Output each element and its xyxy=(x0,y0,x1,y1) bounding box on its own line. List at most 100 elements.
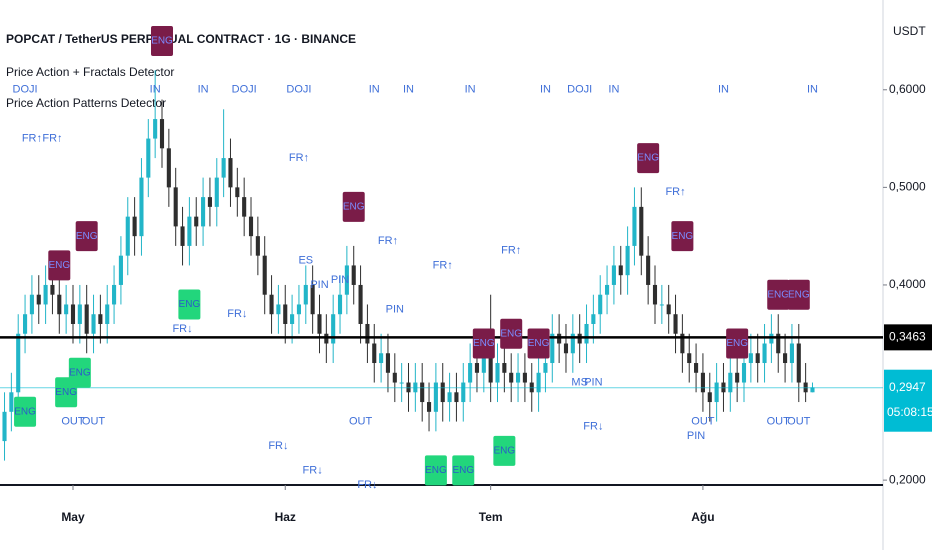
candle-body xyxy=(433,382,438,412)
candle-body xyxy=(783,353,788,364)
candle-body xyxy=(207,197,212,207)
pattern-label: PIN xyxy=(331,274,349,286)
pattern-box xyxy=(500,318,523,349)
pattern-box xyxy=(342,191,365,222)
pattern-label: ENG xyxy=(48,260,70,271)
candle-body xyxy=(146,138,151,178)
candle-body xyxy=(269,294,274,315)
candle-body xyxy=(221,158,226,178)
candle-body xyxy=(351,265,356,285)
candle-body xyxy=(344,265,349,295)
candle-body xyxy=(659,304,664,306)
candle-body xyxy=(810,387,815,393)
candle-body xyxy=(132,216,137,237)
pattern-label: FR↑ xyxy=(42,132,62,144)
candle-body xyxy=(700,372,705,393)
pattern-label: ENG xyxy=(452,465,474,476)
pattern-label: IN xyxy=(540,84,551,96)
x-tick-label: Tem xyxy=(479,510,503,524)
pattern-label: ENG xyxy=(528,338,550,349)
candle-body xyxy=(201,197,206,227)
candle-body xyxy=(187,216,192,246)
candle-body xyxy=(625,245,630,276)
candle-body xyxy=(557,333,562,344)
candle-body xyxy=(276,304,281,315)
pattern-label: DOJI xyxy=(286,84,311,96)
x-tick-label: Haz xyxy=(275,510,296,524)
pattern-label: FR↓ xyxy=(357,479,377,491)
candle-body xyxy=(632,206,637,246)
candle-body xyxy=(214,177,219,207)
candle-body xyxy=(153,119,158,139)
pattern-box xyxy=(493,435,516,466)
candle-body xyxy=(303,284,308,305)
candle-body xyxy=(611,265,616,285)
candle-body xyxy=(9,392,14,412)
pattern-label: PIN xyxy=(584,376,602,388)
candle-body xyxy=(180,226,185,246)
pattern-box xyxy=(452,455,475,486)
candle-body xyxy=(36,294,41,305)
candle-body xyxy=(543,363,548,373)
candle-body xyxy=(673,314,678,334)
candle-body xyxy=(495,363,500,383)
pattern-label: ENG xyxy=(726,338,748,349)
candle-body xyxy=(509,372,514,383)
pattern-box xyxy=(767,279,790,310)
candle-body xyxy=(2,411,7,442)
y-tick-label: 0,2000 xyxy=(889,472,926,486)
pattern-label: PIN xyxy=(310,279,328,291)
pattern-label: OUT xyxy=(82,415,106,427)
candle-body xyxy=(728,372,733,393)
candle-body xyxy=(235,187,240,198)
y-tick-label: 0,4000 xyxy=(889,277,926,291)
candle-body xyxy=(91,314,96,334)
candle-body xyxy=(769,333,774,344)
candle-body xyxy=(762,343,767,364)
pattern-box xyxy=(637,143,660,174)
candle-body xyxy=(77,304,82,324)
candle-body xyxy=(118,255,123,285)
pattern-box xyxy=(68,357,91,388)
candle-body xyxy=(488,353,493,383)
candle-body xyxy=(365,323,370,344)
y-axis-label: USDT xyxy=(893,24,926,38)
pattern-label: IN xyxy=(807,84,818,96)
pattern-box xyxy=(527,328,550,359)
pattern-label: ENG xyxy=(637,153,659,164)
pattern-label: OUT xyxy=(767,415,791,427)
pattern-label: IN xyxy=(465,84,476,96)
candle-body xyxy=(755,353,760,364)
candle-body xyxy=(112,284,117,305)
last-price-label: 0,2947 xyxy=(889,380,926,394)
candle-body xyxy=(536,372,541,393)
candle-body xyxy=(70,304,76,324)
pattern-box xyxy=(14,396,37,427)
candle-body xyxy=(646,255,651,285)
pattern-box xyxy=(787,279,810,310)
pattern-label: IN xyxy=(369,84,380,96)
candle-body xyxy=(358,284,363,324)
candle-body xyxy=(57,294,62,315)
candle-body xyxy=(598,294,603,315)
y-tick-label: 0,6000 xyxy=(889,82,926,96)
candle-body xyxy=(43,284,48,305)
candle-body xyxy=(139,177,144,237)
candle-body xyxy=(735,372,740,383)
pattern-label: ES xyxy=(298,254,313,266)
pattern-label: PIN xyxy=(386,303,404,315)
candle-body xyxy=(64,304,69,315)
candle-body xyxy=(741,363,747,383)
pattern-label: FR↑ xyxy=(433,259,453,271)
pattern-label: IN xyxy=(150,84,161,96)
candle-body xyxy=(379,353,384,364)
pattern-label: FR↓ xyxy=(227,308,247,320)
indicator-label: Price Action Patterns Detector xyxy=(6,96,166,110)
pattern-label: FR↓ xyxy=(583,420,603,432)
price-box xyxy=(884,324,932,351)
candle-body xyxy=(248,216,254,237)
candle-body xyxy=(468,363,473,383)
pattern-box xyxy=(472,328,495,359)
pattern-box xyxy=(424,455,447,486)
pattern-label: FR↑ xyxy=(289,152,309,164)
